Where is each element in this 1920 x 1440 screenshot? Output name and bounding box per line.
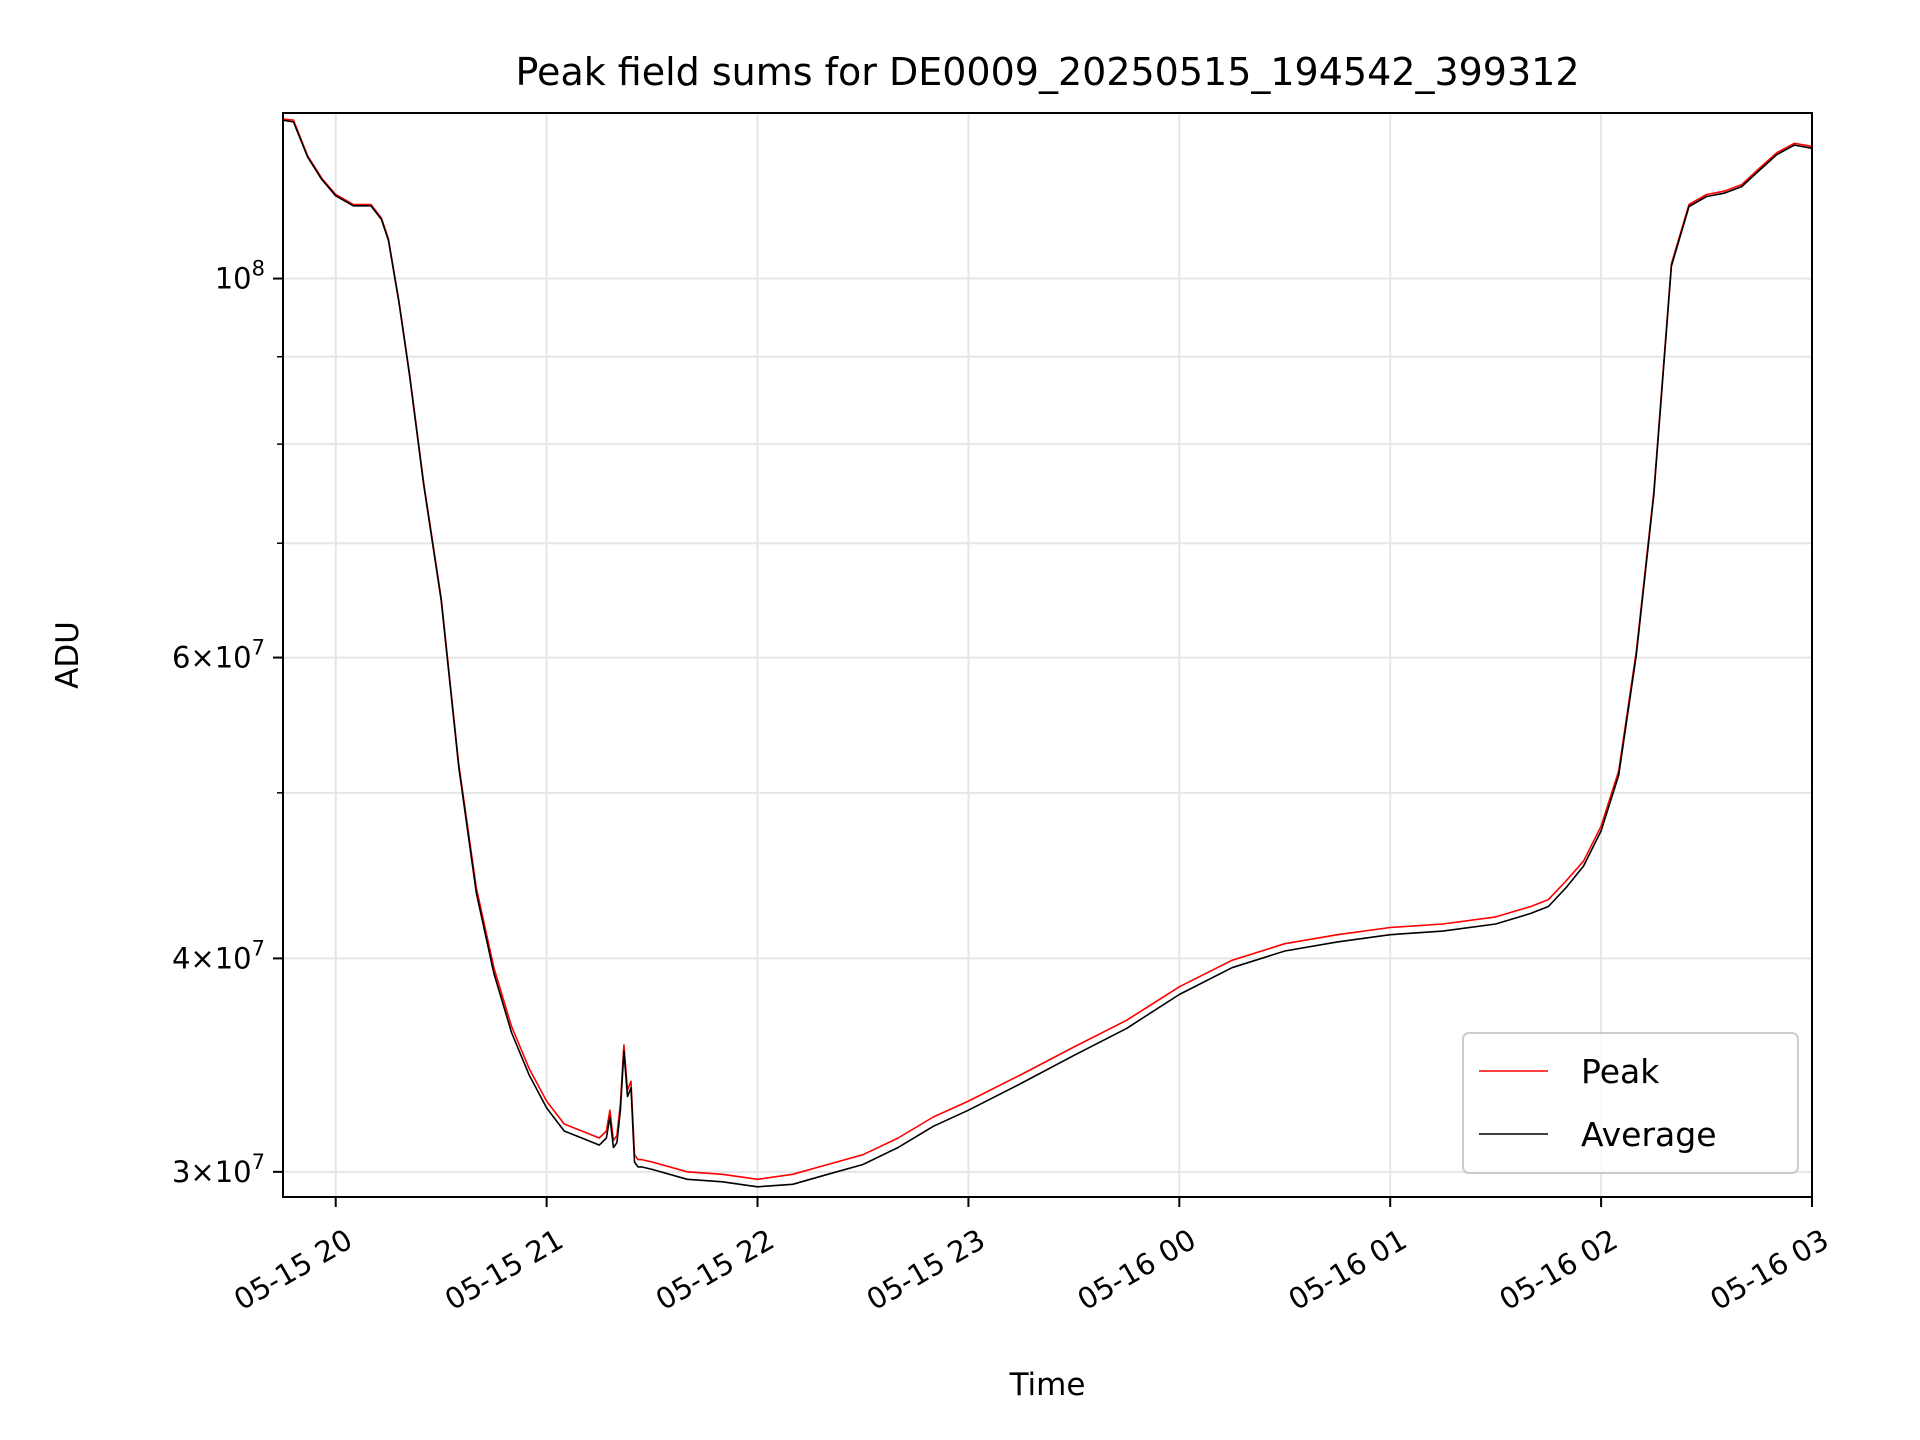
y-tick-mantissa: 6 xyxy=(172,641,190,675)
legend-label-average: Average xyxy=(1581,1115,1717,1154)
y-tick-mantissa: 3 xyxy=(172,1155,190,1189)
plot-frame xyxy=(282,112,1813,1198)
y-tick-times: ×10 xyxy=(190,1155,251,1189)
y-tick-exponent: 7 xyxy=(252,936,265,960)
y-tick-label: 6×107 xyxy=(172,636,265,675)
legend-label-peak: Peak xyxy=(1581,1052,1660,1091)
series-line-average xyxy=(282,119,1813,1188)
grid xyxy=(283,113,1813,1197)
y-tick-times: ×10 xyxy=(190,941,251,975)
y-tick-label: 4×107 xyxy=(172,936,265,975)
series-lines xyxy=(282,118,1813,1188)
y-tick-exponent: 7 xyxy=(252,1150,265,1174)
y-tick-exponent: 7 xyxy=(252,636,265,660)
x-axis-title: Time xyxy=(1009,1367,1086,1403)
y-tick-base: 10 xyxy=(215,262,252,296)
legend: Peak Average xyxy=(1462,1032,1799,1174)
y-tick-label: 3×107 xyxy=(172,1150,265,1189)
y-tick-times: ×10 xyxy=(190,641,251,675)
y-tick-label: 108 xyxy=(215,257,265,296)
y-tick-mantissa: 4 xyxy=(172,941,190,975)
y-axis-title: ADU xyxy=(50,621,86,689)
chart-title: Peak field sums for DE0009_20250515_1945… xyxy=(516,50,1580,94)
y-tick-exponent: 8 xyxy=(252,257,265,281)
legend-box xyxy=(1462,1032,1799,1174)
